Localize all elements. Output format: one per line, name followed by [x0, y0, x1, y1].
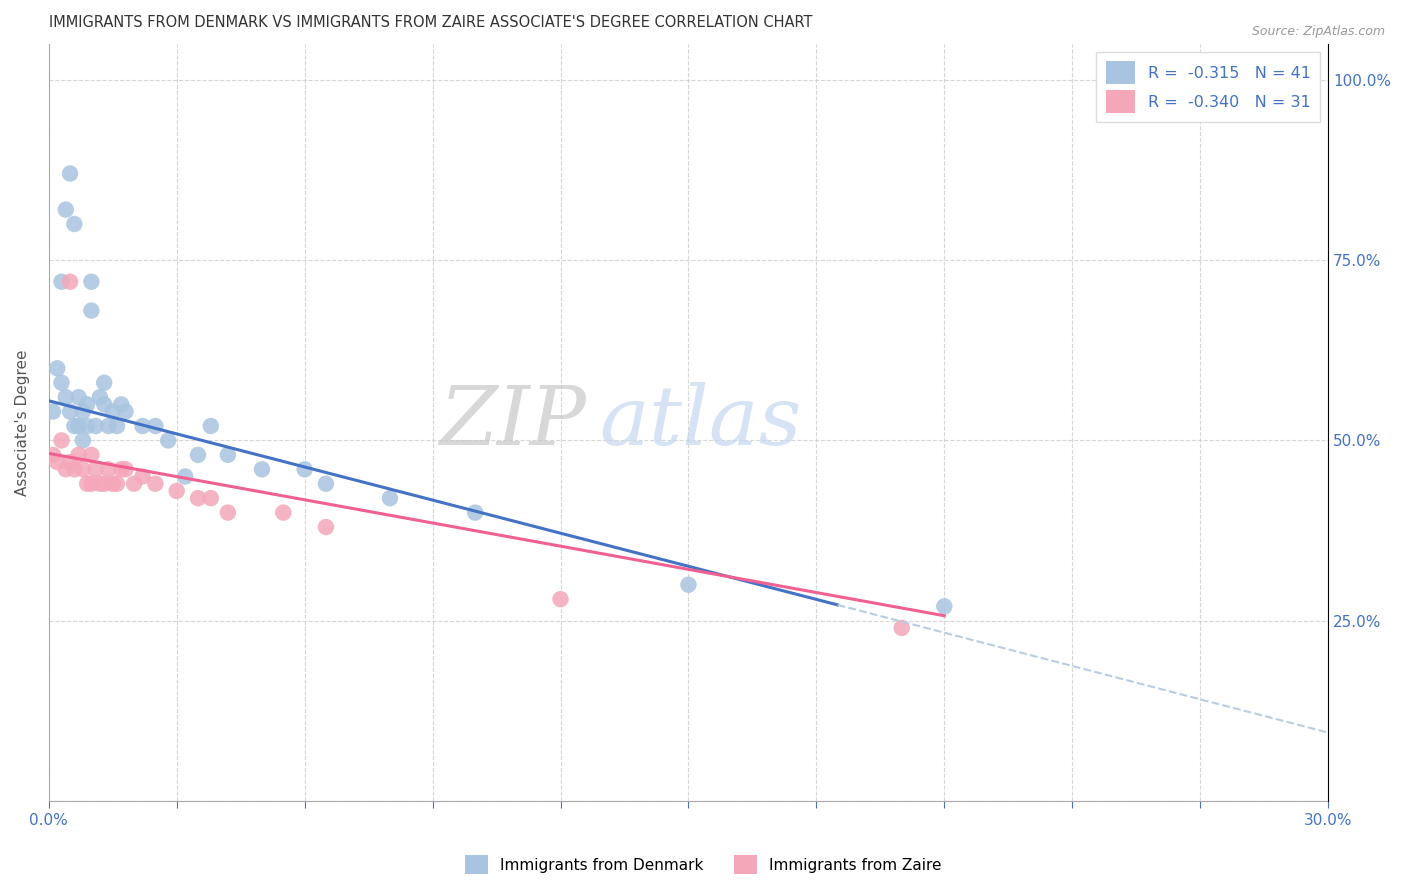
- Point: [200, 419, 222, 434]
- Point: [80, 303, 103, 318]
- Point: [890, 621, 912, 635]
- Point: [105, 419, 128, 434]
- Point: [51, 376, 73, 390]
- Text: IMMIGRANTS FROM DENMARK VS IMMIGRANTS FROM ZAIRE ASSOCIATE'S DEGREE CORRELATION : IMMIGRANTS FROM DENMARK VS IMMIGRANTS FR…: [49, 15, 813, 30]
- Point: [122, 476, 145, 491]
- Point: [46, 455, 69, 469]
- Point: [55, 462, 77, 476]
- Point: [80, 448, 103, 462]
- Point: [63, 217, 86, 231]
- Point: [89, 390, 111, 404]
- Point: [131, 469, 153, 483]
- Point: [55, 202, 77, 217]
- Point: [97, 419, 120, 434]
- Point: [294, 462, 316, 476]
- Point: [51, 275, 73, 289]
- Point: [131, 419, 153, 434]
- Point: [678, 578, 700, 592]
- Point: [80, 275, 103, 289]
- Point: [101, 404, 124, 418]
- Point: [464, 506, 486, 520]
- Point: [46, 361, 69, 376]
- Point: [315, 520, 337, 534]
- Point: [114, 404, 136, 418]
- Point: [42, 448, 65, 462]
- Point: [63, 419, 86, 434]
- Point: [157, 434, 180, 448]
- Point: [72, 462, 94, 476]
- Point: [72, 434, 94, 448]
- Point: [271, 506, 294, 520]
- Point: [51, 434, 73, 448]
- Point: [76, 397, 98, 411]
- Point: [217, 448, 239, 462]
- Point: [84, 419, 107, 434]
- Text: ZIP: ZIP: [439, 383, 586, 462]
- Point: [93, 397, 115, 411]
- Y-axis label: Associate's Degree: Associate's Degree: [15, 349, 30, 496]
- Point: [200, 491, 222, 505]
- Text: atlas: atlas: [599, 383, 801, 462]
- Point: [63, 462, 86, 476]
- Point: [101, 476, 124, 491]
- Point: [59, 455, 82, 469]
- Point: [114, 462, 136, 476]
- Point: [59, 275, 82, 289]
- Point: [59, 404, 82, 418]
- Point: [250, 462, 273, 476]
- Legend: Immigrants from Denmark, Immigrants from Zaire: Immigrants from Denmark, Immigrants from…: [458, 849, 948, 880]
- Point: [187, 491, 209, 505]
- Point: [67, 419, 90, 434]
- Point: [378, 491, 401, 505]
- Point: [105, 476, 128, 491]
- Point: [93, 376, 115, 390]
- Point: [166, 483, 188, 498]
- Point: [67, 448, 90, 462]
- Point: [145, 419, 167, 434]
- Point: [110, 397, 132, 411]
- Point: [84, 462, 107, 476]
- Point: [97, 462, 120, 476]
- Legend: R =  -0.315   N = 41, R =  -0.340   N = 31: R = -0.315 N = 41, R = -0.340 N = 31: [1097, 52, 1320, 122]
- Point: [174, 469, 197, 483]
- Point: [55, 390, 77, 404]
- Point: [217, 506, 239, 520]
- Point: [80, 476, 103, 491]
- Point: [76, 476, 98, 491]
- Point: [59, 167, 82, 181]
- Point: [89, 476, 111, 491]
- Point: [110, 462, 132, 476]
- Point: [145, 476, 167, 491]
- Point: [315, 476, 337, 491]
- Point: [550, 592, 572, 607]
- Point: [72, 404, 94, 418]
- Point: [76, 419, 98, 434]
- Point: [187, 448, 209, 462]
- Text: Source: ZipAtlas.com: Source: ZipAtlas.com: [1251, 25, 1385, 38]
- Point: [934, 599, 956, 614]
- Point: [93, 476, 115, 491]
- Point: [42, 404, 65, 418]
- Point: [67, 390, 90, 404]
